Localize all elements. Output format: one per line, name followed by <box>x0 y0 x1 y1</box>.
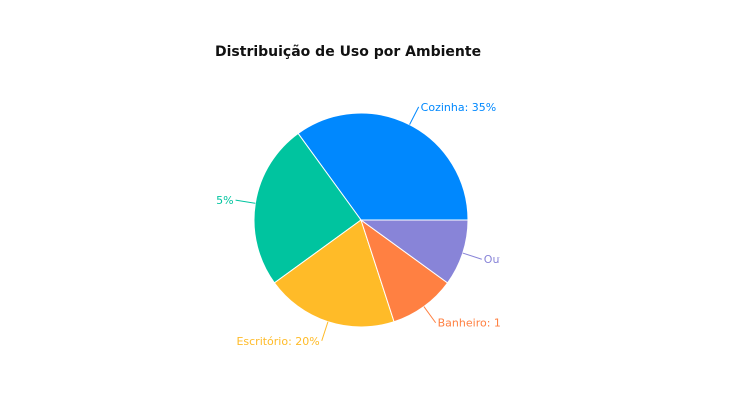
slice-label: Banheiro: 10% <box>438 317 519 330</box>
chart-title: Distribuição de Uso por Ambiente <box>215 44 482 60</box>
slice-label: Outros: 10% <box>484 253 552 266</box>
label-line <box>321 321 329 341</box>
label-line <box>423 306 437 324</box>
slice-label: : 25% <box>202 194 234 207</box>
label-line <box>409 106 420 125</box>
slice-label: Cozinha: 35% <box>421 101 497 114</box>
label-line <box>235 199 256 204</box>
label-line <box>462 252 482 260</box>
slice-label: Escritório: 20% <box>236 335 319 348</box>
